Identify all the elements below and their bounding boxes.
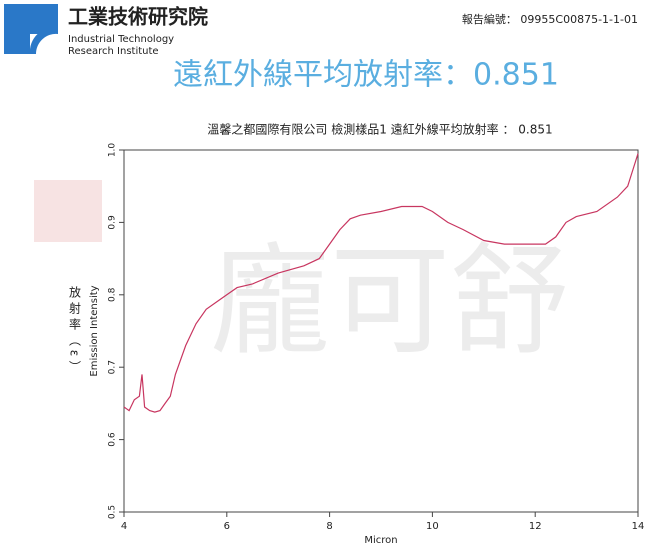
report-number: 報告編號： 09955C00875-1-1-01 bbox=[462, 12, 638, 26]
y-tick-label: 1.0 bbox=[108, 143, 118, 158]
x-tick-label: 14 bbox=[632, 521, 645, 532]
x-tick-label: 8 bbox=[326, 521, 332, 532]
x-tick-label: 4 bbox=[121, 521, 127, 532]
x-tick-label: 6 bbox=[224, 521, 230, 532]
y-tick-label: 0.5 bbox=[108, 505, 118, 519]
org-en: Research Institute bbox=[68, 46, 159, 57]
y-tick-label: 0.7 bbox=[108, 360, 118, 374]
y-axis-label-zh: 放射率（ε） bbox=[68, 284, 82, 376]
y-tick-label: 0.9 bbox=[108, 215, 118, 230]
watermark: 龐可舒 bbox=[210, 233, 570, 372]
data-line bbox=[123, 153, 639, 413]
headline: 遠紅外線平均放射率：0.851 bbox=[173, 58, 559, 93]
seal bbox=[34, 180, 102, 242]
org-en: Industrial Technology bbox=[68, 34, 174, 45]
chart-title: 溫馨之都國際有限公司 檢測樣品1 遠紅外線平均放射率 ： 0.851 bbox=[207, 122, 552, 137]
x-axis-label: Micron bbox=[364, 535, 397, 546]
logo bbox=[4, 4, 58, 54]
x-tick-label: 12 bbox=[529, 521, 542, 532]
y-tick-label: 0.6 bbox=[108, 432, 118, 447]
org-name: 工業技術研究院 bbox=[68, 5, 208, 29]
y-tick-label: 0.8 bbox=[108, 287, 118, 302]
y-axis-label: Emission Intensity bbox=[89, 285, 100, 376]
plot-frame bbox=[123, 149, 639, 513]
x-tick-label: 10 bbox=[426, 521, 439, 532]
